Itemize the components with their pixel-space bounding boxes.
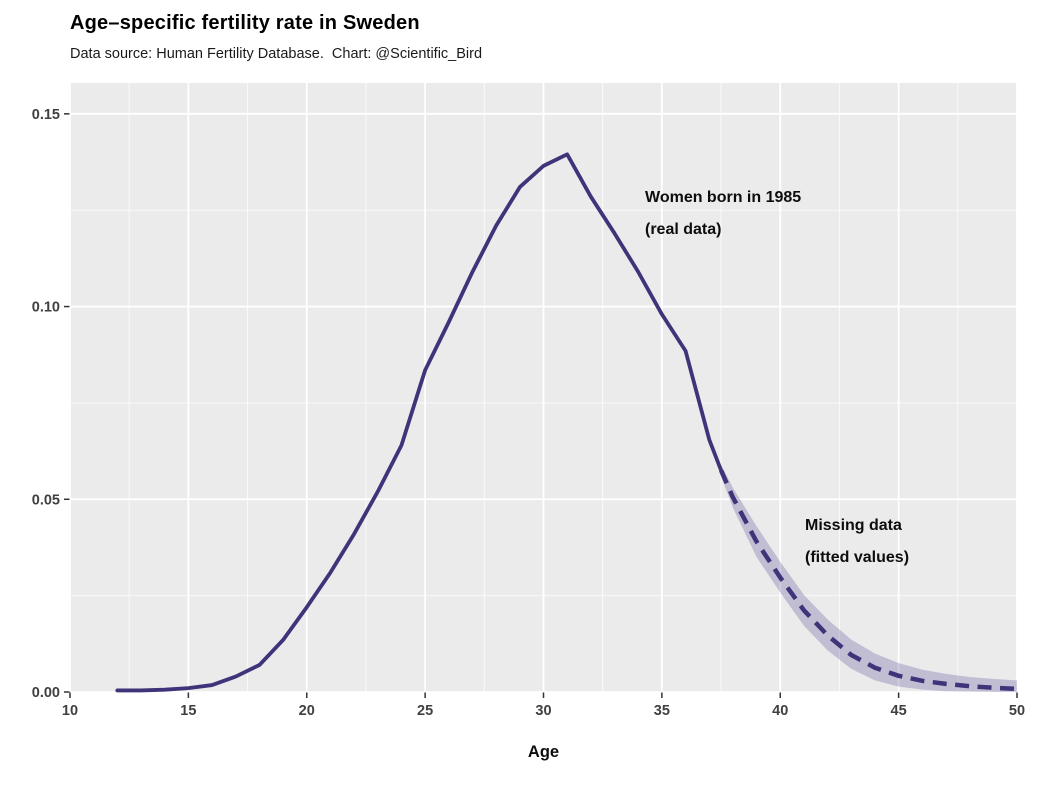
y-axis-ticks: 0.00 0.05 0.10 0.15 <box>32 107 70 701</box>
x-tick-label: 25 <box>417 703 433 719</box>
x-tick-label: 15 <box>180 703 196 719</box>
annotation-fitted-values-line1: Missing data <box>805 517 902 534</box>
grid-major <box>69 83 1018 693</box>
annotation-fitted-values: Missing data (fitted values) <box>805 510 909 574</box>
annotation-real-data-line2: (real data) <box>645 221 722 238</box>
annotation-real-data: Women born in 1985 (real data) <box>645 182 801 246</box>
x-tick-label: 50 <box>1009 703 1025 719</box>
fitted-line <box>719 469 1018 692</box>
y-tick-label: 0.05 <box>32 492 60 508</box>
chart-title: Age–specific fertility rate in Sweden <box>70 12 420 34</box>
y-tick-label: 0.15 <box>32 107 60 123</box>
x-axis-title: Age <box>527 743 560 761</box>
y-tick-label: 0.00 <box>32 685 60 701</box>
chart-subtitle: Data source: Human Fertility Database. C… <box>70 46 483 62</box>
x-tick-label: 35 <box>654 703 670 719</box>
x-tick-label: 45 <box>891 703 907 719</box>
x-tick-label: 30 <box>535 703 551 719</box>
x-tick-label: 20 <box>299 703 315 719</box>
x-axis-ticks: 10 15 20 25 30 35 40 45 50 <box>62 692 1025 719</box>
x-tick-label: 40 <box>772 703 788 719</box>
annotation-real-data-line1: Women born in 1985 <box>645 189 802 206</box>
real-data-line <box>115 152 723 693</box>
x-tick-label: 10 <box>62 703 78 719</box>
annotation-fitted-values-line2: (fitted values) <box>805 549 910 566</box>
y-tick-label: 0.10 <box>32 300 60 316</box>
